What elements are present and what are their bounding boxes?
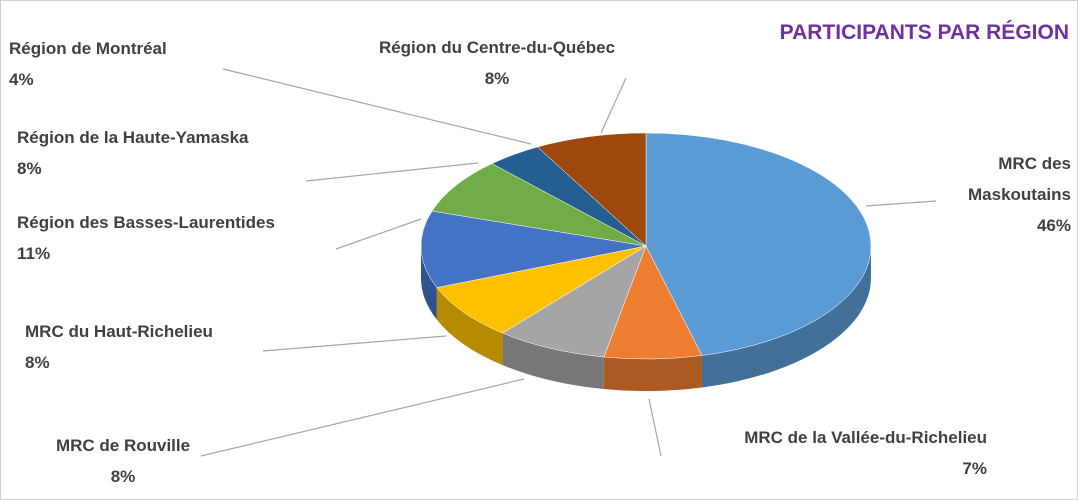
data-label: MRC des Maskoutains 46% — [941, 148, 1071, 241]
category-label: MRC du Haut-Richelieu — [25, 322, 213, 341]
data-label: MRC de Rouville 8% — [31, 430, 215, 492]
chart-title: PARTICIPANTS PAR RÉGION — [779, 21, 1069, 44]
slice — [436, 245, 647, 334]
data-label: Région du Centre-du-Québec 8% — [341, 32, 653, 94]
category-label: Région du Centre-du-Québec — [378, 38, 616, 57]
value-label: 7% — [962, 459, 987, 478]
leader-line — [262, 335, 447, 352]
slice-side — [603, 355, 702, 391]
leader-line — [335, 218, 422, 250]
slice — [537, 132, 647, 247]
data-label: Région de la Haute-Yamaska 8% — [17, 122, 317, 184]
value-label: 8% — [484, 69, 510, 88]
slice — [431, 163, 647, 247]
leader-line — [865, 200, 937, 207]
value-label: 8% — [25, 353, 50, 372]
category-label: Région de Montréal — [9, 39, 167, 58]
value-label: 11% — [17, 244, 51, 263]
category-label: MRC de Rouville — [55, 436, 191, 455]
slice — [502, 245, 647, 358]
leader-line — [222, 68, 532, 145]
slice — [645, 132, 872, 356]
value-label: 4% — [9, 70, 34, 89]
leader-line — [648, 398, 662, 457]
leader-line — [305, 162, 479, 182]
leader-line — [600, 77, 627, 134]
slice-side — [701, 246, 871, 388]
value-label: 8% — [110, 467, 136, 486]
slice-side — [502, 333, 604, 389]
slice-side — [421, 246, 437, 320]
value-label: 46% — [1036, 216, 1071, 235]
category-label: MRC des Maskoutains — [968, 154, 1071, 204]
data-label: MRC du Haut-Richelieu 8% — [25, 316, 305, 378]
leader-line — [200, 378, 525, 457]
category-label: Région de la Haute-Yamaska — [17, 128, 249, 147]
slice-side — [436, 287, 503, 366]
slice — [420, 210, 647, 288]
category-label: Région des Basses-Laurentides — [17, 213, 275, 232]
data-label: Région des Basses-Laurentides 11% — [17, 207, 337, 269]
data-label: MRC de la Vallée-du-Richelieu 7% — [681, 422, 987, 484]
data-label: Région de Montréal 4% — [9, 33, 269, 95]
category-label: MRC de la Vallée-du-Richelieu — [744, 428, 987, 447]
value-label: 8% — [17, 159, 42, 178]
